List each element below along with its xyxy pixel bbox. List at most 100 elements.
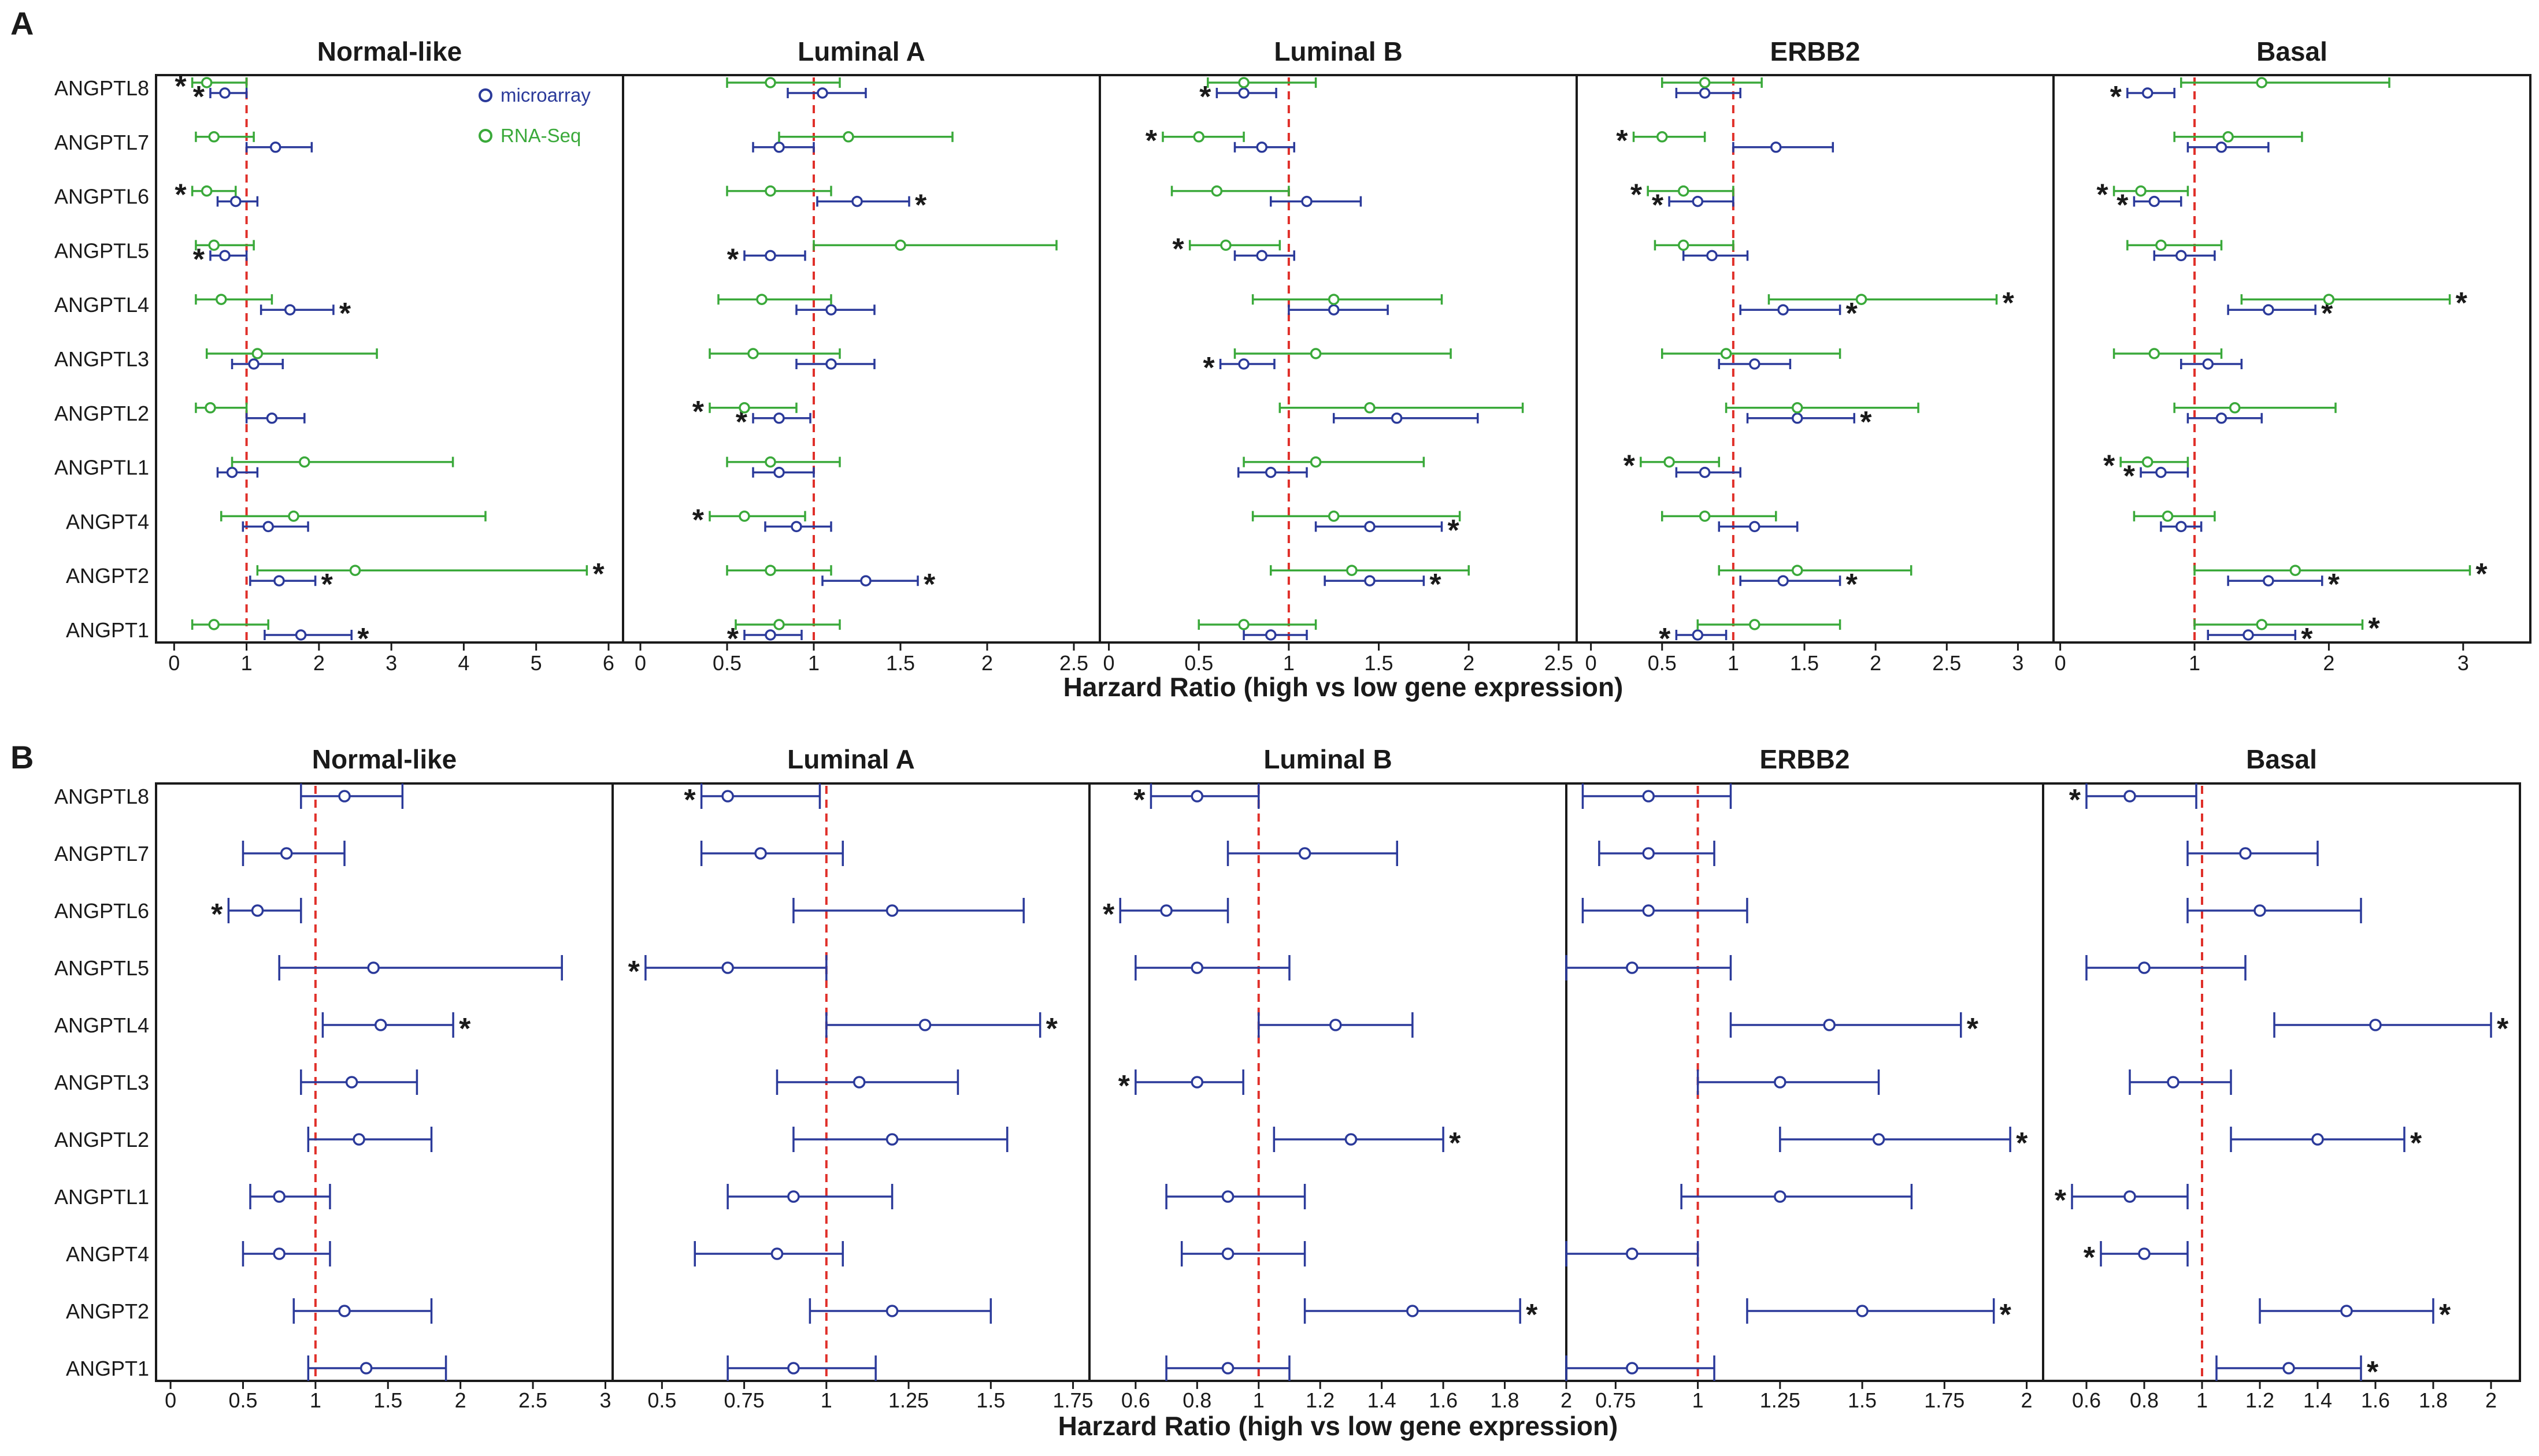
section-a-normal-like-microarray-hr-point-angpt1 xyxy=(295,629,307,641)
section-b-luminal-b-microarray-hr-point-angptl7 xyxy=(1298,847,1311,860)
section-b-luminal-a-microarray-hr-point-angpt1 xyxy=(787,1362,800,1375)
section-b-luminal-a-microarray-hr-point-angptl7 xyxy=(754,847,767,860)
section-b-normal-like-tick-label-1: 0.5 xyxy=(228,1388,257,1412)
section-a-normal-like-rna-seq-hr-point-angptl6 xyxy=(201,185,213,197)
section-a-erbb2-microarray-hr-point-angptl8 xyxy=(1699,87,1711,99)
section-a-basal-rna-seq-hr-point-angptl4 xyxy=(2323,294,2335,305)
section-a-luminal-a-tick-label-0: 0 xyxy=(635,651,646,675)
section-b-basal-tick-label-0: 0.6 xyxy=(2072,1388,2101,1412)
section-a-luminal-b-rna-seq-hr-point-angptl3 xyxy=(1310,348,1322,359)
section-b-luminal-a-tick-label-1: 0.75 xyxy=(724,1388,765,1412)
legend-microarray-label: microarray xyxy=(501,84,591,106)
section-a-erbb2-rna-seq-significance-star-angptl4: * xyxy=(2002,287,2014,320)
section-b-gene-label-angptl7: ANGPTL7 xyxy=(54,842,149,866)
section-b-normal-like-tick-label-3: 1.5 xyxy=(373,1388,402,1412)
section-a-erbb2-microarray-hr-point-angptl1 xyxy=(1699,466,1711,478)
section-b-erbb2-microarray-hr-point-angpt1 xyxy=(1626,1362,1639,1375)
section-b-erbb2-microarray-hr-point-angptl3 xyxy=(1774,1076,1786,1089)
section-b-erbb2-tick-label-5: 2 xyxy=(2021,1388,2033,1412)
section-a-normal-like-microarray-hr-point-angpt2 xyxy=(273,575,285,586)
section-a-luminal-b-rna-seq-hr-point-angptl7 xyxy=(1193,131,1204,143)
section-b-luminal-b-microarray-hr-point-angpt1 xyxy=(1221,1362,1235,1375)
section-a-luminal-a-microarray-hr-point-angptl4 xyxy=(825,304,837,315)
section-a-normal-like-microarray-hr-point-angptl5 xyxy=(219,250,231,262)
section-a-basal-microarray-significance-star-angptl1: * xyxy=(2123,460,2136,493)
section-b-luminal-b-tick-label-4: 1.4 xyxy=(1367,1388,1396,1412)
section-a-basal-microarray-significance-star-angptl4: * xyxy=(2321,297,2333,330)
section-a-label: A xyxy=(10,5,34,42)
section-a-erbb2-rna-seq-hr-point-angptl2 xyxy=(1791,402,1803,414)
section-b-normal-like-microarray-hr-point-angptl8 xyxy=(338,790,351,803)
section-a-luminal-b-microarray-hr-point-angpt2 xyxy=(1364,575,1376,586)
section-a-normal-like-rna-seq-hr-point-angpt4 xyxy=(288,510,299,522)
section-a-luminal-b-tick-label-0: 0 xyxy=(1103,651,1115,675)
section-a-erbb2-rna-seq-significance-star-angptl1: * xyxy=(1624,450,1636,483)
section-a-gene-label-angpt1: ANGPT1 xyxy=(66,618,149,642)
section-b-normal-like-microarray-hr-point-angpt4 xyxy=(273,1247,286,1260)
section-a-luminal-a-rna-seq-hr-point-angpt2 xyxy=(765,564,776,576)
section-b-erbb2-microarray-hr-point-angptl8 xyxy=(1642,790,1655,803)
section-a-erbb2-rna-seq-significance-star-angptl6: * xyxy=(1630,179,1643,212)
section-a-gene-label-angptl1: ANGPTL1 xyxy=(54,456,149,480)
section-b-luminal-b-tick-label-1: 0.8 xyxy=(1183,1388,1211,1412)
section-a-normal-like-microarray-hr-point-angptl4 xyxy=(284,304,296,315)
section-b-erbb2-microarray-significance-star-angptl4: * xyxy=(1967,1012,1979,1046)
section-b-luminal-a-microarray-significance-star-angptl5: * xyxy=(628,955,640,989)
section-a-forest-plots: ANGPTL8 ANGPTL7 ANGPTL6 ANGPTL5 ANGPTL4 ANGPT… xyxy=(54,36,2531,702)
section-a-luminal-b-tick-label-1: 0.5 xyxy=(1184,651,1213,675)
section-b-luminal-a-microarray-hr-point-angptl4 xyxy=(918,1019,932,1031)
section-b-luminal-b-tick-label-5: 1.6 xyxy=(1429,1388,1458,1412)
section-a-normal-like-tick-label-4: 4 xyxy=(458,651,469,675)
section-a-luminal-b-rna-seq-hr-point-angptl4 xyxy=(1328,294,1340,305)
section-b-basal-tick-label-3: 1.2 xyxy=(2245,1388,2274,1412)
section-a-gene-label-angptl6: ANGPTL6 xyxy=(54,185,149,209)
section-a-normal-like-rna-seq-hr-point-angptl4 xyxy=(215,294,227,305)
section-b-forest-plots: ANGPTL8 ANGPTL7 ANGPTL6 ANGPTL5 ANGPTL4 ANGPT… xyxy=(54,744,2521,1441)
section-a-normal-like-tick-label-3: 3 xyxy=(386,651,397,675)
section-b-basal-microarray-significance-star-angpt2: * xyxy=(2439,1298,2451,1332)
section-b-basal-tick-label-7: 2 xyxy=(2485,1388,2497,1412)
section-b-erbb2-microarray-hr-point-angptl5 xyxy=(1626,961,1639,974)
section-a-erbb2-microarray-significance-star-angptl2: * xyxy=(1860,406,1872,439)
section-a-gene-label-angptl3: ANGPTL3 xyxy=(54,347,149,371)
section-b-normal-like-microarray-hr-point-angpt2 xyxy=(338,1305,351,1317)
section-b-erbb2-tick-label-1: 1 xyxy=(1692,1388,1704,1412)
section-a-basal-microarray-significance-star-angpt1: * xyxy=(2301,622,2313,656)
section-a-luminal-b-microarray-significance-star-angpt2: * xyxy=(1429,568,1441,601)
section-a-basal-rna-seq-significance-star-angptl6: * xyxy=(2096,179,2108,212)
section-a-luminal-b-rna-seq-significance-star-angptl7: * xyxy=(1146,124,1158,158)
section-b-luminal-a-microarray-hr-point-angptl5 xyxy=(721,961,734,974)
section-a-luminal-b-microarray-hr-point-angptl5 xyxy=(1256,250,1267,262)
section-b-gene-label-angptl3: ANGPTL3 xyxy=(54,1071,149,1094)
section-b-normal-like-microarray-significance-star-angptl4: * xyxy=(459,1012,471,1046)
section-a-basal-microarray-hr-point-angpt2 xyxy=(2263,575,2274,586)
section-a-luminal-a-tick-label-5: 2.5 xyxy=(1059,651,1088,675)
section-a-luminal-b-microarray-hr-point-angptl3 xyxy=(1238,358,1250,370)
section-a-erbb2-tick-label-1: 0.5 xyxy=(1648,651,1677,675)
section-a-erbb2-microarray-hr-point-angptl5 xyxy=(1706,250,1718,262)
section-b-gene-label-angpt4: ANGPT4 xyxy=(66,1242,149,1266)
section-a-luminal-a-microarray-hr-point-angptl7 xyxy=(773,142,785,153)
section-b-normal-like-tick-label-6: 3 xyxy=(599,1388,611,1412)
section-a-basal-rna-seq-hr-point-angptl5 xyxy=(2155,239,2167,251)
section-a-luminal-b-microarray-hr-point-angptl2 xyxy=(1391,413,1403,424)
section-a-normal-like-microarray-hr-point-angptl7 xyxy=(269,142,281,153)
section-a-luminal-b-rna-seq-hr-point-angpt2 xyxy=(1346,564,1358,576)
section-b-erbb2-tick-label-2: 1.25 xyxy=(1760,1388,1800,1412)
section-a-luminal-b-microarray-hr-point-angptl1 xyxy=(1265,466,1277,478)
section-b-basal-microarray-significance-star-angptl8: * xyxy=(2069,783,2081,817)
section-a-luminal-a-microarray-hr-point-angptl1 xyxy=(773,466,785,478)
section-b-basal-tick-label-5: 1.6 xyxy=(2361,1388,2390,1412)
section-a-erbb2-microarray-hr-point-angptl3 xyxy=(1749,358,1760,370)
section-b-luminal-b-microarray-hr-point-angptl6 xyxy=(1160,904,1173,917)
section-b-basal-tick-label-2: 1 xyxy=(2196,1388,2208,1412)
section-a-erbb2-rna-seq-hr-point-angptl5 xyxy=(1677,239,1689,251)
section-b-basal-microarray-significance-star-angpt4: * xyxy=(2084,1241,2096,1275)
section-b-normal-like-microarray-hr-point-angptl3 xyxy=(345,1076,358,1089)
section-a-normal-like-microarray-significance-star-angptl4: * xyxy=(339,297,351,330)
section-b-luminal-b-microarray-hr-point-angptl8 xyxy=(1191,790,1204,803)
section-b-erbb2-microarray-hr-point-angpt2 xyxy=(1856,1305,1869,1317)
section-a-basal-rna-seq-hr-point-angptl8 xyxy=(2256,77,2267,88)
section-a-erbb2-rna-seq-hr-point-angptl6 xyxy=(1677,185,1689,197)
